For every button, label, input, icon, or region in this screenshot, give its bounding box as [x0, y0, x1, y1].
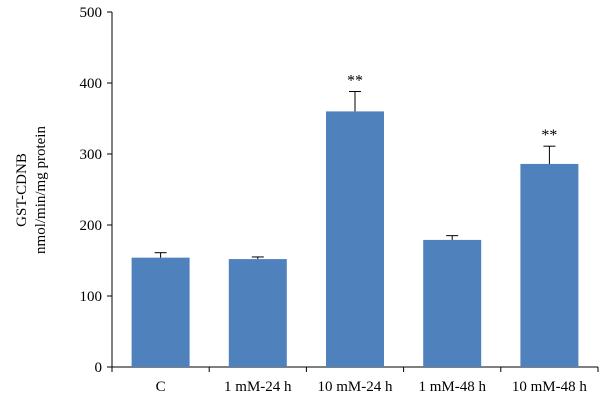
y-ticks: 0 100 200 300 400 500 — [80, 5, 112, 376]
x-tick-label: 10 mM-24 h — [318, 379, 394, 395]
significance-marker-4: ** — [541, 127, 557, 144]
y-tick-label: 300 — [80, 147, 103, 163]
x-tick-label: 10 mM-48 h — [512, 379, 588, 395]
y-axis-title-line-2: nmol/min/mg protein — [33, 126, 49, 254]
bar-4 — [520, 163, 579, 367]
y-tick-label: 400 — [80, 76, 103, 92]
significance-marker-2: ** — [347, 73, 363, 90]
bar-2 — [326, 111, 384, 368]
x-ticks: C 1 mM-24 h 10 mM-24 h 1 mM-48 h 10 mM-48 h — [111, 367, 599, 395]
bar-0 — [131, 257, 190, 367]
bars: ** ** — [131, 73, 579, 368]
x-tick-label: 1 mM-24 h — [224, 379, 292, 395]
y-tick-label: 200 — [80, 218, 103, 234]
y-tick-label: 0 — [95, 360, 103, 376]
y-tick-label: 100 — [80, 289, 103, 305]
y-tick-label: 500 — [80, 5, 103, 21]
bar-3 — [423, 239, 482, 367]
bar-1 — [228, 259, 287, 367]
y-axis-title-line-1: GST-CDNB — [14, 153, 30, 227]
x-tick-label: 1 mM-48 h — [418, 379, 486, 395]
y-axis-title: GST-CDNB nmol/min/mg protein — [14, 126, 49, 254]
x-tick-label: C — [156, 379, 166, 395]
